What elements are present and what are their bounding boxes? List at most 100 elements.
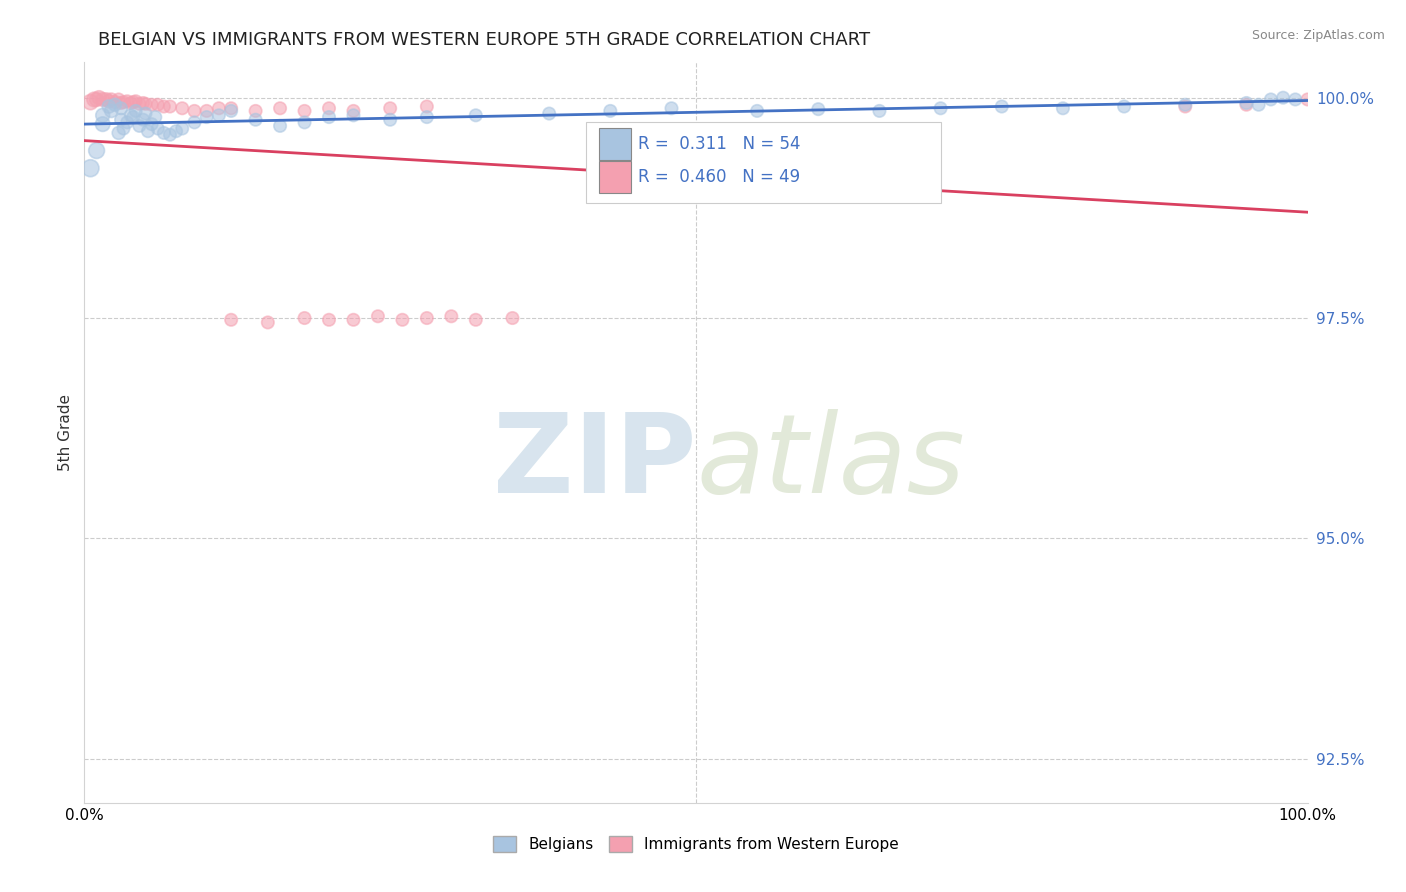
Point [380,112,402,127]
Point [79,161,101,176]
Point [153,126,176,140]
Point [143,110,166,124]
Point [104,95,127,109]
Point [104,97,127,112]
Point [112,95,135,109]
Text: ZIP: ZIP [492,409,696,516]
Point [172,121,194,136]
Point [135,106,157,120]
Point [661,101,683,115]
Point [416,311,439,326]
Point [464,313,486,327]
Point [132,95,155,110]
Point [1247,97,1270,112]
Point [107,92,129,106]
Point [120,108,142,122]
Point [502,311,524,326]
Point [172,101,194,115]
Point [107,126,129,140]
Point [141,97,163,112]
Point [269,119,291,133]
Point [318,101,340,115]
Point [257,315,280,329]
Point [110,95,132,110]
Point [195,103,218,118]
Text: Source: ZipAtlas.com: Source: ZipAtlas.com [1251,29,1385,42]
Point [318,110,340,124]
Point [86,92,108,106]
Point [1236,95,1258,110]
Y-axis label: 5th Grade: 5th Grade [58,394,73,471]
Point [245,112,267,127]
Point [599,103,621,118]
Point [159,99,181,113]
Point [1260,92,1282,106]
Point [208,108,231,122]
Point [807,102,830,116]
Point [342,108,364,122]
Point [122,95,145,109]
Point [219,313,242,327]
Point [79,95,101,109]
Point [91,92,114,106]
Point [1272,91,1295,105]
Legend: Belgians, Immigrants from Western Europe: Belgians, Immigrants from Western Europe [486,830,905,858]
Point [1296,92,1319,106]
Point [100,103,122,118]
Point [869,103,891,118]
Point [146,97,169,112]
Point [128,96,150,111]
Point [136,124,159,138]
Point [416,110,439,124]
Point [1284,92,1306,106]
Point [464,108,486,122]
Text: atlas: atlas [696,409,965,516]
Point [96,92,118,106]
Point [135,96,157,111]
FancyBboxPatch shape [586,121,941,203]
Point [122,110,145,124]
Point [1052,101,1074,115]
Point [747,103,769,118]
Point [208,101,231,115]
Point [245,103,267,118]
Point [318,313,340,327]
Point [128,119,150,133]
FancyBboxPatch shape [599,128,631,161]
Point [538,106,561,120]
Point [91,117,114,131]
Point [115,115,138,129]
Point [342,103,364,118]
Point [100,92,122,106]
Point [1174,99,1197,113]
Point [153,99,176,113]
Point [416,99,439,113]
Point [380,101,402,115]
Point [440,310,463,324]
Point [929,101,952,115]
Point [125,94,148,108]
Point [183,103,205,118]
Point [269,101,291,115]
Point [112,121,135,136]
Point [294,115,316,129]
Point [110,112,132,127]
Point [83,92,105,106]
Text: R =  0.460   N = 49: R = 0.460 N = 49 [638,169,800,186]
Point [110,101,132,115]
Point [91,108,114,122]
Point [183,115,205,129]
Point [115,94,138,108]
Point [141,117,163,131]
Point [195,110,218,124]
Text: BELGIAN VS IMMIGRANTS FROM WESTERN EUROPE 5TH GRADE CORRELATION CHART: BELGIAN VS IMMIGRANTS FROM WESTERN EUROP… [98,31,870,49]
Point [1114,99,1136,113]
Point [97,99,120,113]
Point [219,103,242,118]
Point [991,99,1014,113]
Point [1174,97,1197,112]
Point [219,101,242,115]
Point [132,112,155,127]
Point [120,95,142,110]
Point [367,310,389,324]
